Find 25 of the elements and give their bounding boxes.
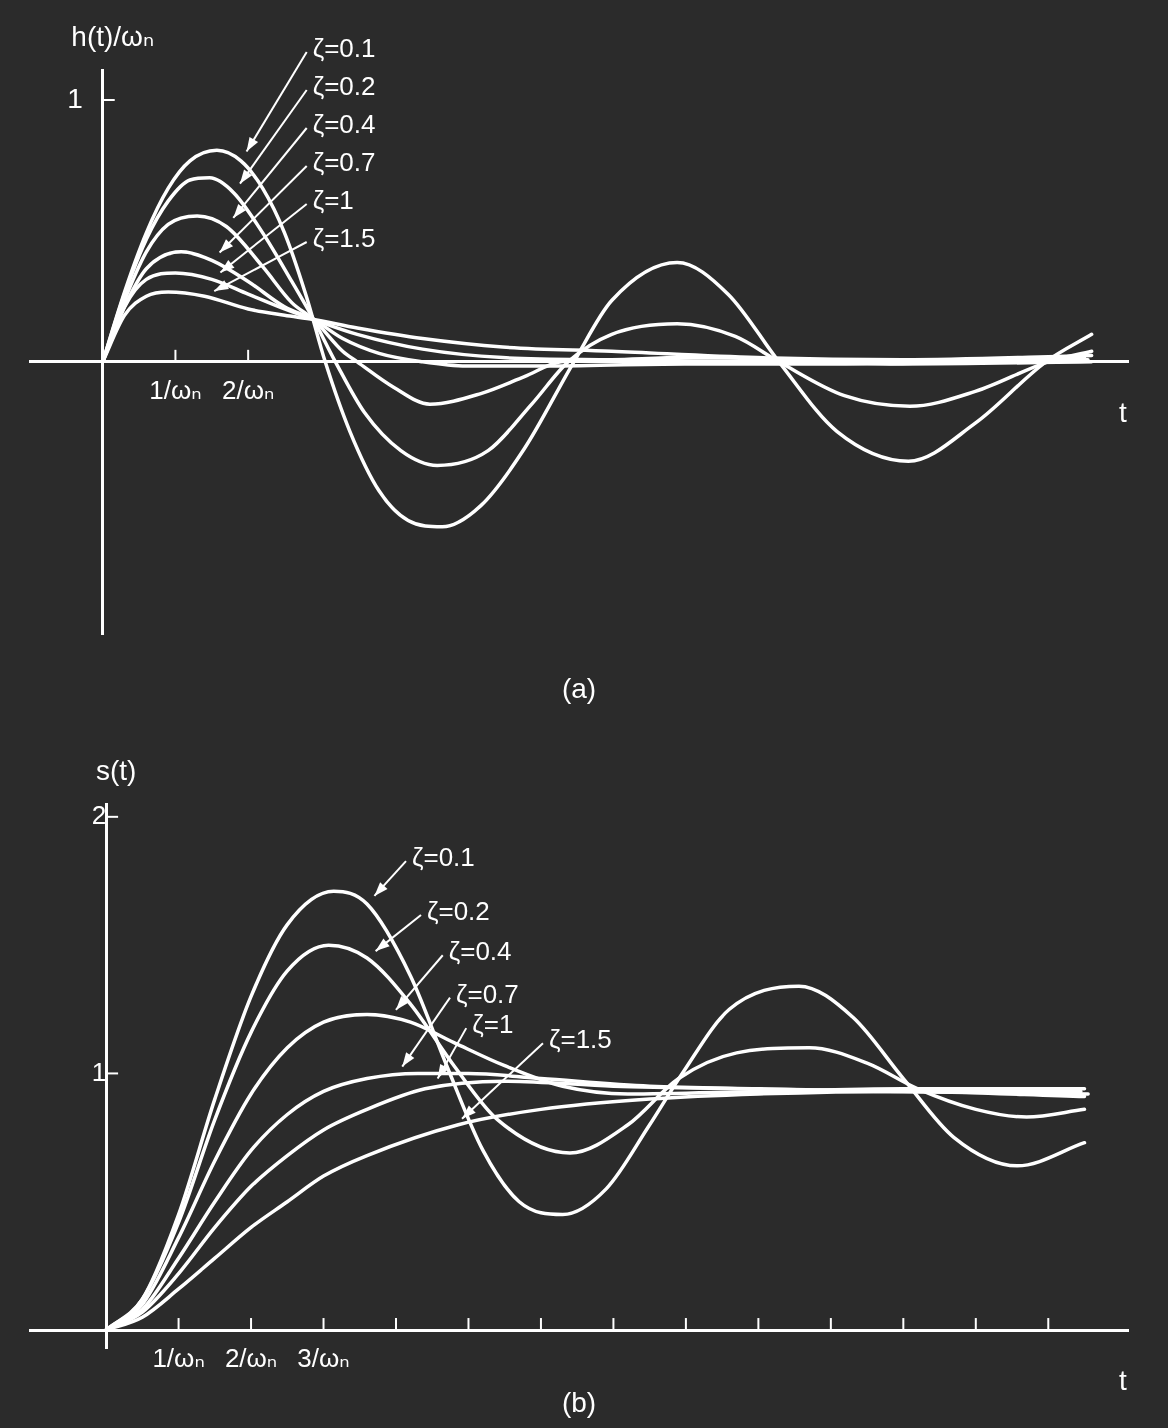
x-tick-label: 1/ωₙ [149,374,202,405]
y-tick-label: 2 [91,800,107,830]
text: 1 [67,82,83,114]
y-axis-title: h(t)/ωₙ [71,20,155,52]
text: ζ=0.1 [312,33,376,64]
x-tick-label: 2/ωₙ [221,374,275,405]
legend-label: ζ=0.7 [456,978,519,1009]
x-axis-title: t [1119,396,1128,428]
legend-label: ζ=0.7 [312,147,376,178]
text: ζ=0.2 [427,896,490,927]
text: ζ=0.2 [312,71,376,102]
x-axis-title: t [1119,1364,1128,1396]
text: ζ=1.5 [312,223,376,254]
text: ζ=0.1 [412,842,475,873]
y-axis-title: s(t) [95,754,137,786]
legend-label: ζ=0.4 [448,936,512,967]
text: ζ=0.4 [312,109,376,140]
text: (b) [561,1386,597,1418]
x-tick-label: 1/ωₙ [152,1342,205,1373]
x-tick-label: 2/ωₙ [224,1342,278,1373]
x-tick-label: 3/ωₙ [297,1342,350,1373]
text: (a) [561,672,597,704]
series-label: ζ=1.5 [548,1024,612,1055]
text: ζ=1 [312,185,354,216]
series-label: ζ=1 [472,1009,514,1040]
